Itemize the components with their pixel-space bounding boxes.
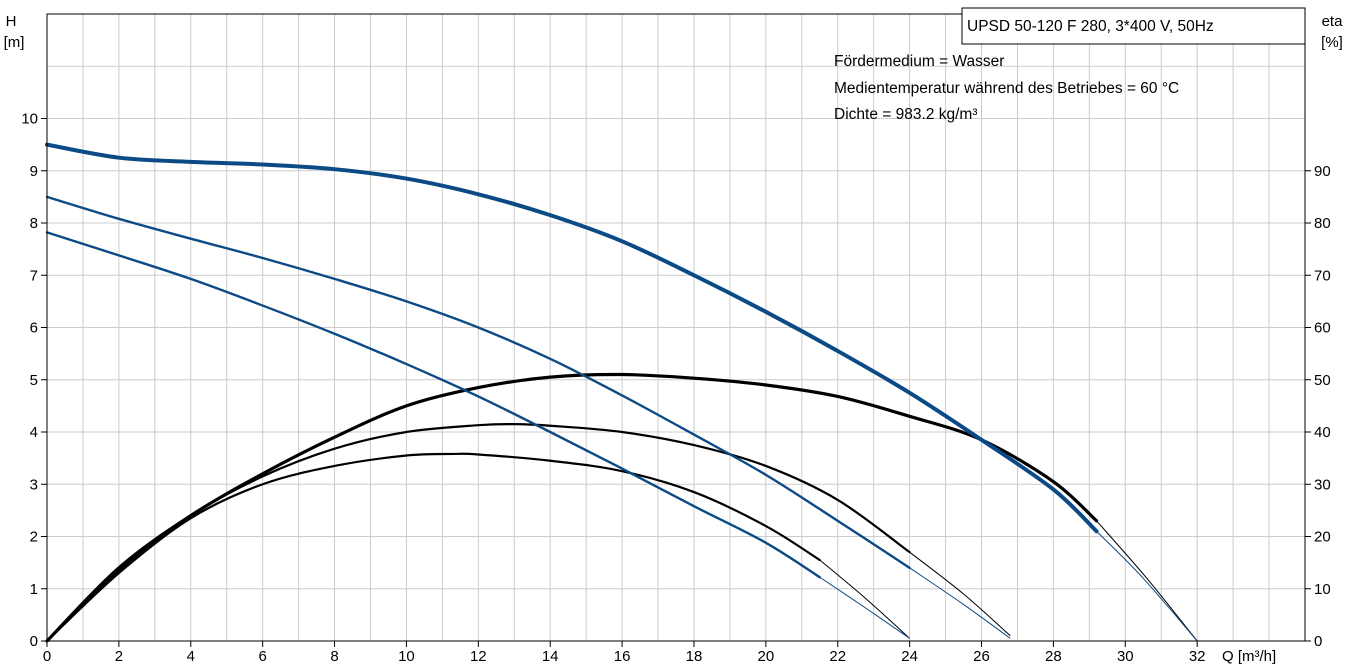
grid bbox=[47, 14, 1305, 641]
y-right-label-unit: [%] bbox=[1321, 34, 1343, 51]
x-tick-label: 28 bbox=[1045, 648, 1062, 665]
efficiency-curve-extension bbox=[819, 559, 910, 639]
y-left-label-h: H bbox=[6, 13, 17, 30]
y-right-axis-ticks: 0 10 20 30 40 50 60 70 80 90 bbox=[1305, 163, 1331, 650]
x-tick-label: 16 bbox=[614, 648, 631, 665]
y-right-label-eta: eta bbox=[1322, 13, 1344, 30]
x-tick-label: 30 bbox=[1117, 648, 1134, 665]
head-curve-extension bbox=[1096, 530, 1198, 642]
x-tick-label: 10 bbox=[398, 648, 415, 665]
efficiency-curve bbox=[45, 423, 911, 643]
y-left-tick-label: 3 bbox=[30, 476, 38, 493]
annotation-density: Dichte = 983.2 kg/m³ bbox=[834, 106, 977, 123]
y-right-tick-label: 30 bbox=[1314, 476, 1331, 493]
x-tick-label: 6 bbox=[258, 648, 266, 665]
x-tick-label: 8 bbox=[330, 648, 338, 665]
y-left-tick-label: 7 bbox=[30, 267, 38, 284]
y-left-tick-label: 5 bbox=[30, 372, 38, 389]
y-left-axis-ticks: 0 1 2 3 4 5 6 7 8 9 10 bbox=[21, 111, 47, 650]
efficiency-curve-extension bbox=[909, 551, 1011, 637]
x-tick-label: 4 bbox=[187, 648, 195, 665]
x-tick-label: 0 bbox=[43, 648, 51, 665]
annotation-temperature: Medientemperatur während des Betriebes =… bbox=[834, 80, 1179, 97]
y-left-tick-label: 4 bbox=[30, 424, 38, 441]
y-left-tick-label: 9 bbox=[30, 163, 38, 180]
x-tick-label: 18 bbox=[686, 648, 703, 665]
y-right-tick-label: 0 bbox=[1314, 633, 1322, 650]
head-curve-extension bbox=[909, 567, 1011, 639]
x-tick-label: 14 bbox=[542, 648, 559, 665]
x-tick-label: 24 bbox=[901, 648, 918, 665]
y-right-tick-label: 40 bbox=[1314, 424, 1331, 441]
x-axis-ticks: 0 2 4 6 8 10 12 14 16 18 20 22 24 26 28 30 32 bbox=[43, 641, 1206, 665]
annotation-medium: Fördermedium = Wasser bbox=[834, 53, 1004, 70]
x-tick-label: 22 bbox=[829, 648, 846, 665]
y-left-tick-label: 2 bbox=[30, 529, 38, 546]
y-left-tick-label: 10 bbox=[21, 111, 38, 128]
y-left-label-unit: [m] bbox=[4, 34, 25, 51]
head-curve bbox=[45, 231, 821, 579]
efficiency-curve-extension bbox=[1096, 520, 1198, 642]
y-right-tick-label: 60 bbox=[1314, 320, 1331, 337]
y-right-tick-label: 50 bbox=[1314, 372, 1331, 389]
head-curve bbox=[45, 195, 911, 570]
y-right-tick-label: 90 bbox=[1314, 163, 1331, 180]
x-tick-label: 26 bbox=[973, 648, 990, 665]
y-right-tick-label: 20 bbox=[1314, 529, 1331, 546]
curves bbox=[45, 142, 1198, 643]
y-left-tick-label: 0 bbox=[30, 633, 38, 650]
title-box bbox=[961, 7, 1306, 45]
chart-title: UPSD 50-120 F 280, 3*400 V, 50Hz bbox=[967, 18, 1214, 35]
x-axis-label: Q [m³/h] bbox=[1222, 648, 1276, 665]
x-tick-label: 12 bbox=[470, 648, 487, 665]
y-left-tick-label: 6 bbox=[30, 320, 38, 337]
y-right-tick-label: 10 bbox=[1314, 581, 1331, 598]
head-curve bbox=[45, 142, 1099, 534]
x-tick-label: 20 bbox=[758, 648, 775, 665]
y-left-tick-label: 8 bbox=[30, 215, 38, 232]
head-curve-extension bbox=[819, 576, 910, 639]
x-tick-label: 32 bbox=[1189, 648, 1206, 665]
x-tick-label: 2 bbox=[115, 648, 123, 665]
y-left-tick-label: 1 bbox=[30, 581, 38, 598]
y-right-tick-label: 80 bbox=[1314, 215, 1331, 232]
y-right-tick-label: 70 bbox=[1314, 267, 1331, 284]
efficiency-curve bbox=[45, 452, 821, 643]
